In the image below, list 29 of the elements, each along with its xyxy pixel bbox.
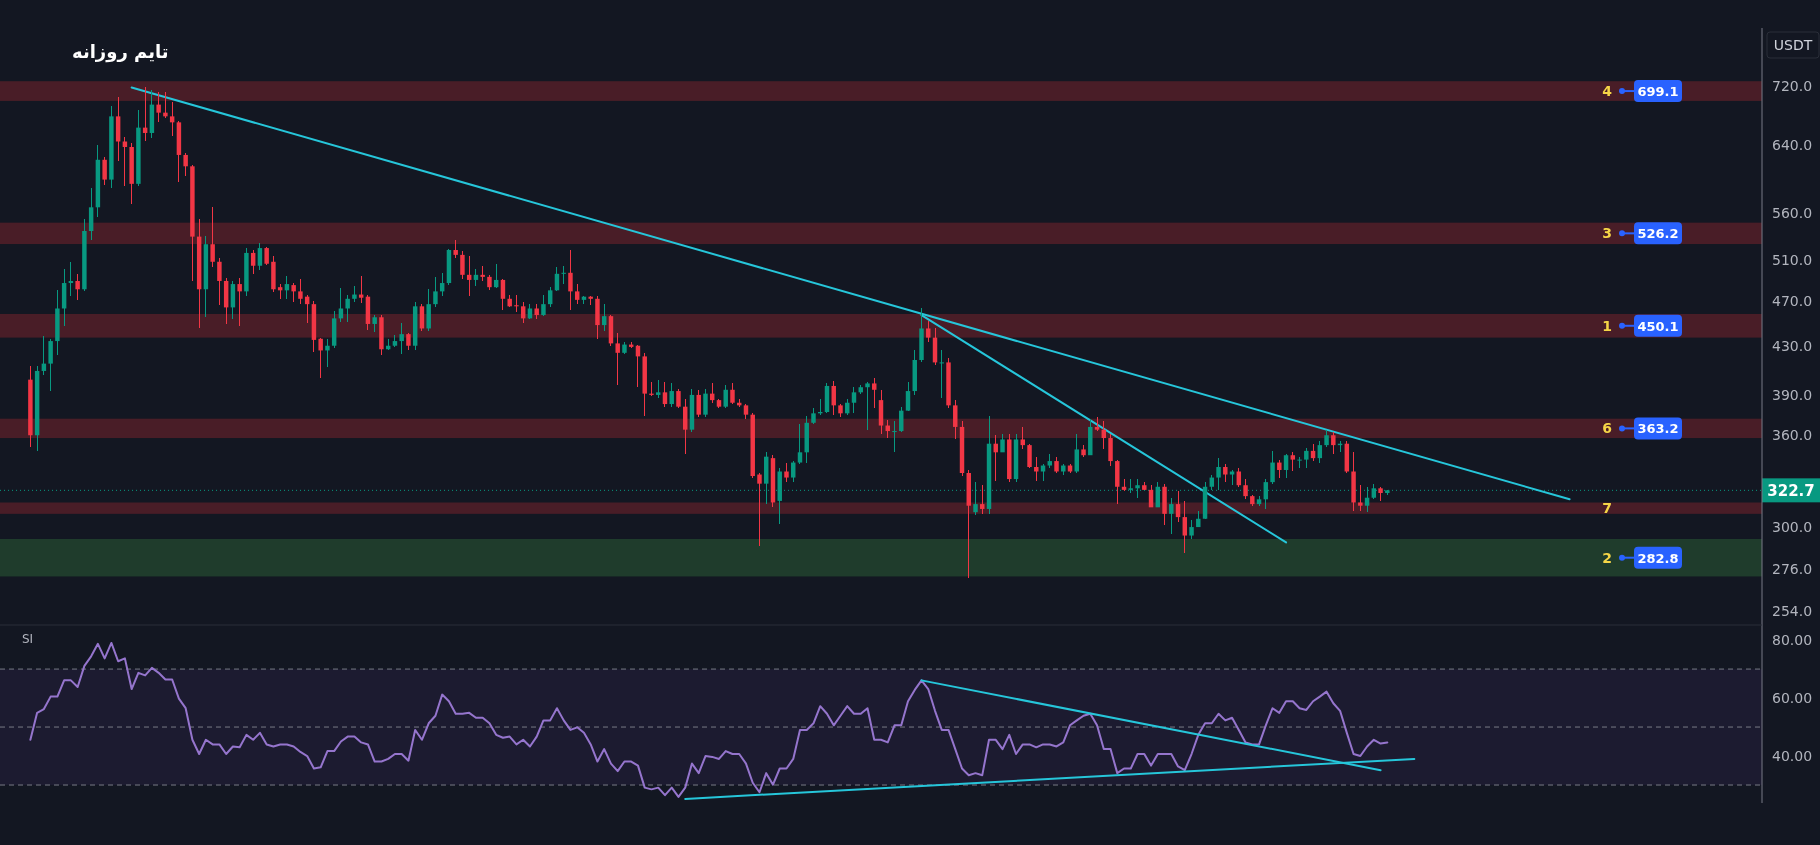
y-tick-label: 640.0 — [1772, 137, 1813, 154]
y-tick-label: 510.0 — [1772, 251, 1813, 268]
annotation: 282.8 — [1637, 550, 1679, 566]
y-tick-label: 40.00 — [1772, 748, 1813, 765]
text: SI — [22, 632, 34, 646]
y-tick-label: 560.0 — [1772, 204, 1813, 221]
y-tick-label: 720.0 — [1772, 78, 1813, 95]
y-tick-label: 430.0 — [1772, 337, 1813, 354]
ref-line-label: 322.7 — [1767, 482, 1815, 501]
y-tick-label: 300.0 — [1772, 519, 1813, 536]
band-label: 1 — [1602, 317, 1612, 334]
annotation: 363.2 — [1637, 421, 1679, 437]
y-tick-label: 360.0 — [1772, 427, 1813, 444]
band-label: 3 — [1602, 225, 1612, 242]
band-label: 6 — [1602, 420, 1612, 437]
band-label: 4 — [1602, 83, 1613, 100]
y-tick-label: 470.0 — [1772, 292, 1813, 309]
text: تایم روزانه — [72, 41, 169, 63]
band-label: 7 — [1602, 500, 1612, 517]
y-tick-label: 390.0 — [1772, 386, 1813, 403]
y-tick-label: 80.00 — [1772, 632, 1813, 649]
annotation: 526.2 — [1637, 226, 1679, 242]
y-tick-label: 60.00 — [1772, 690, 1813, 707]
band-label: 2 — [1602, 549, 1612, 566]
y-tick-label: 254.0 — [1772, 602, 1813, 619]
annotation: 450.1 — [1637, 318, 1679, 334]
y-axis-title: USDT — [1773, 37, 1813, 53]
y-tick-label: 276.0 — [1772, 561, 1813, 578]
annotation: 699.1 — [1637, 84, 1679, 100]
